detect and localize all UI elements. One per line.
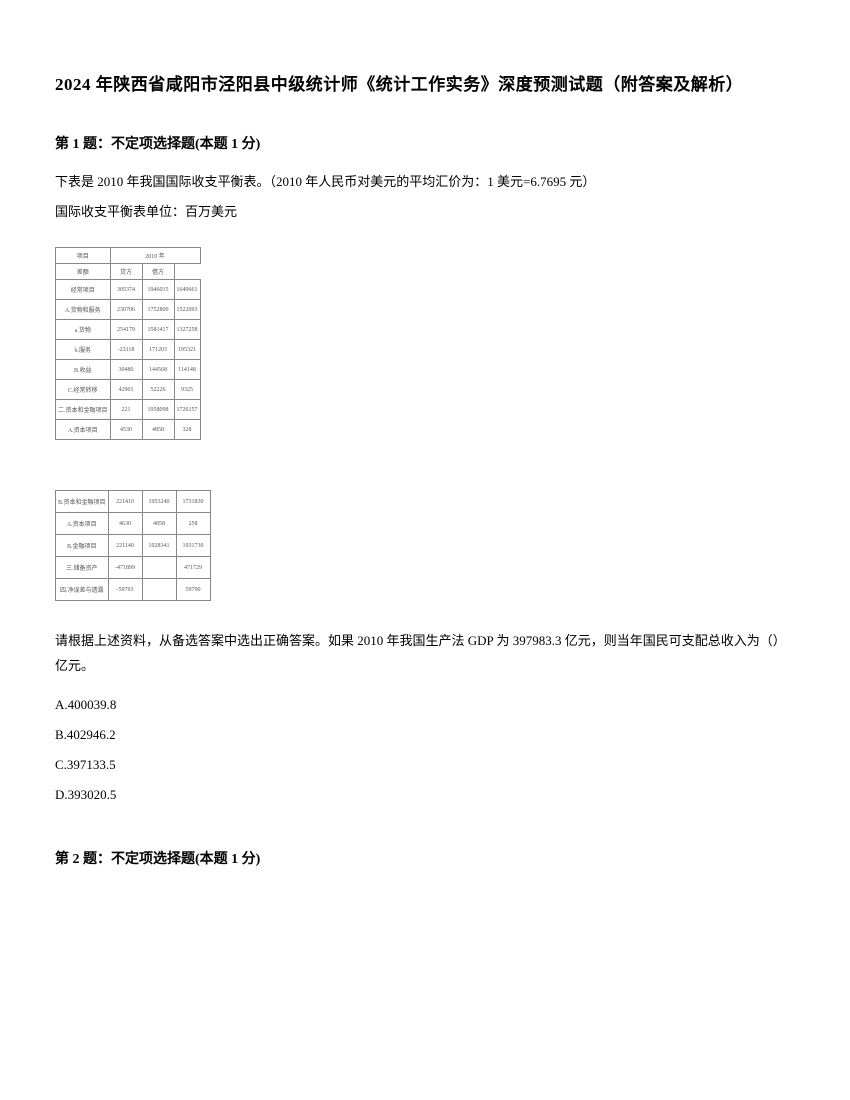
t1-year: 2010 年	[110, 248, 200, 264]
table-row: A.货物和服务23070617528001522093	[56, 300, 201, 320]
table-row: B.收益30480144568114148	[56, 360, 201, 380]
table-row: A.资本项目45304858328	[56, 420, 201, 440]
option-a: A.400039.8	[55, 690, 795, 720]
table-row: 经常项目30537419460151640661	[56, 280, 201, 300]
question1-header: 第 1 题：不定项选择题(本题 1 分)	[55, 133, 795, 153]
option-c: C.397133.5	[55, 750, 795, 780]
table-row: A.资本项目46304858258	[56, 513, 211, 535]
table-row: B.金融项目22114019283411931730	[56, 535, 211, 557]
balance-table-1: 项目 2010 年 差额 贷方 借方 经常项目30537419460151640…	[55, 247, 201, 440]
balance-table-2: B.资本和金融项目22141019532401731830 A.资本项目4630…	[55, 490, 211, 601]
question2-header: 第 2 题：不定项选择题(本题 1 分)	[55, 848, 795, 868]
table-row: 二.资本和金融项目22119580981726157	[56, 400, 201, 420]
table-row: C.经常转移42901522269325	[56, 380, 201, 400]
table1-container: 项目 2010 年 差额 贷方 借方 经常项目30537419460151640…	[55, 247, 795, 440]
option-d: D.393020.5	[55, 780, 795, 810]
t1-h3: 贷方	[110, 264, 142, 280]
table-row: 四.净误差与遗漏-5979359790	[56, 579, 211, 601]
question1-text2: 国际收支平衡表单位：百万美元	[55, 199, 795, 225]
t1-corner: 项目	[56, 248, 111, 264]
table-row: 三.储备资产-471899471729	[56, 557, 211, 579]
t1-h4: 借方	[142, 264, 174, 280]
question1-text1: 下表是 2010 年我国国际收支平衡表。（2010 年人民币对美元的平均汇价为：…	[55, 169, 795, 195]
option-b: B.402946.2	[55, 720, 795, 750]
table2-container: B.资本和金融项目22141019532401731830 A.资本项目4630…	[55, 490, 795, 601]
answer-section: 请根据上述资料，从备选答案中选出正确答案。如果 2010 年我国生产法 GDP …	[55, 629, 795, 810]
answer-prompt: 请根据上述资料，从备选答案中选出正确答案。如果 2010 年我国生产法 GDP …	[55, 629, 795, 678]
page-title: 2024 年陕西省咸阳市泾阳县中级统计师《统计工作实务》深度预测试题（附答案及解…	[55, 70, 795, 95]
table-row: a.货物25417915814171327258	[56, 320, 201, 340]
t1-h2: 差额	[56, 264, 111, 280]
table-row: b.服务-23118171203195321	[56, 340, 201, 360]
table-row: B.资本和金融项目22141019532401731830	[56, 491, 211, 513]
